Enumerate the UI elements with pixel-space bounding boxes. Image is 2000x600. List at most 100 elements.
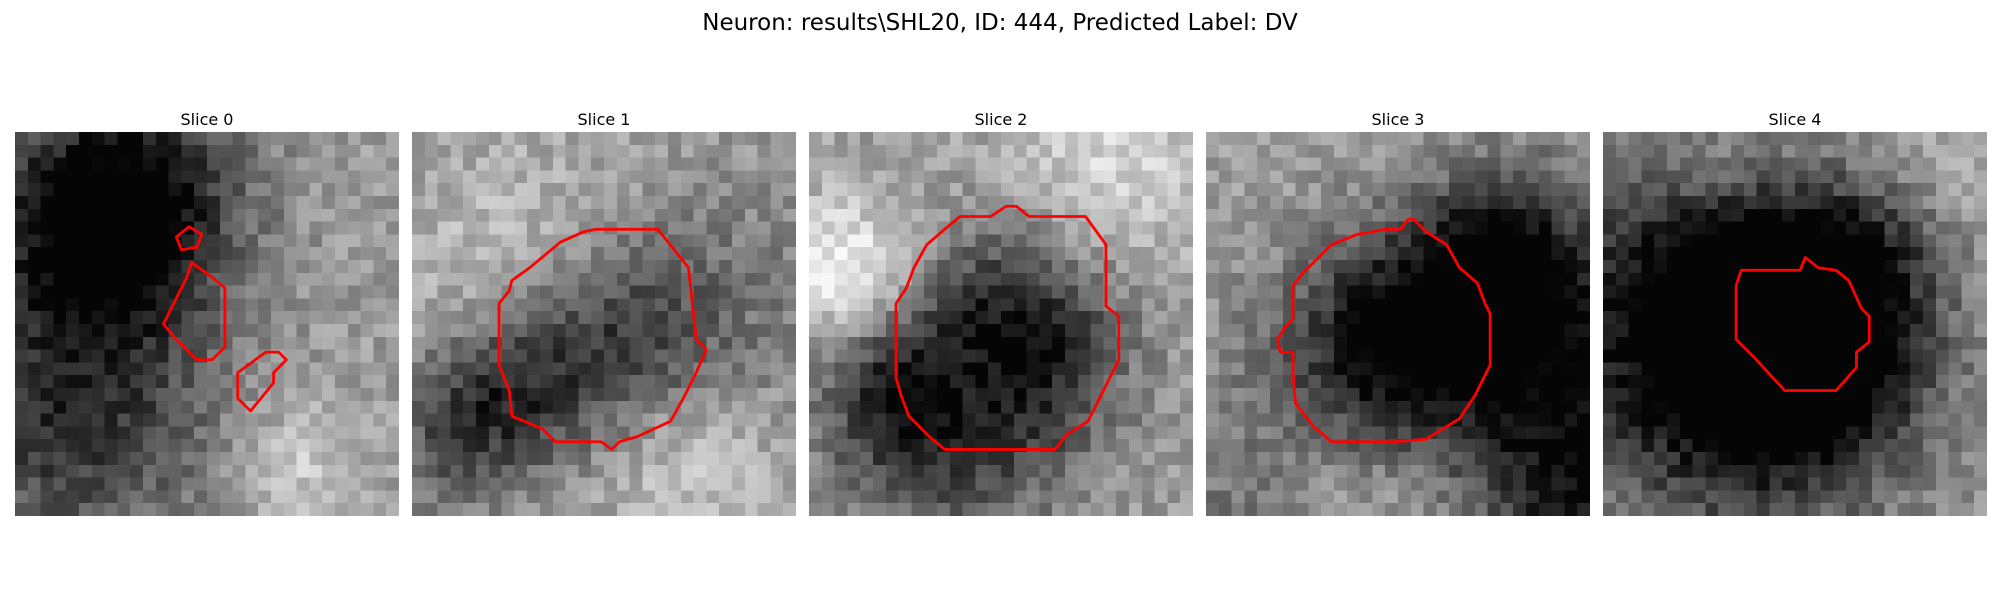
image-pixel xyxy=(1705,221,1719,235)
image-pixel xyxy=(1372,298,1386,312)
image-pixel xyxy=(1282,336,1296,350)
image-pixel xyxy=(143,324,157,338)
image-pixel xyxy=(1910,208,1924,222)
image-pixel xyxy=(1846,247,1860,261)
image-pixel xyxy=(1398,336,1412,350)
image-pixel xyxy=(668,260,682,274)
image-pixel xyxy=(1346,426,1360,440)
image-pixel xyxy=(1487,452,1501,466)
image-pixel xyxy=(1500,336,1514,350)
image-pixel xyxy=(1743,490,1757,504)
image-pixel xyxy=(463,208,477,222)
image-pixel xyxy=(1487,439,1501,453)
image-pixel xyxy=(1423,144,1437,158)
image-pixel xyxy=(1679,400,1693,414)
image-pixel xyxy=(1116,208,1130,222)
image-pixel xyxy=(1039,452,1053,466)
image-pixel xyxy=(373,272,387,286)
image-pixel xyxy=(1692,324,1706,338)
image-pixel xyxy=(706,362,720,376)
image-pixel xyxy=(1948,157,1962,171)
image-pixel xyxy=(143,490,157,504)
image-pixel xyxy=(1628,272,1642,286)
image-pixel xyxy=(245,196,259,210)
image-pixel xyxy=(1551,400,1565,414)
image-pixel xyxy=(924,452,938,466)
image-pixel xyxy=(1935,221,1949,235)
image-pixel xyxy=(898,298,912,312)
image-pixel xyxy=(1116,464,1130,478)
image-pixel xyxy=(450,170,464,184)
image-pixel xyxy=(1065,503,1079,516)
image-pixel xyxy=(1705,362,1719,376)
image-pixel xyxy=(783,311,796,325)
image-pixel xyxy=(693,452,707,466)
image-pixel xyxy=(514,426,528,440)
image-pixel xyxy=(194,157,208,171)
image-pixel xyxy=(117,196,131,210)
image-pixel xyxy=(373,336,387,350)
image-pixel xyxy=(1039,234,1053,248)
image-pixel xyxy=(975,144,989,158)
image-pixel xyxy=(770,464,784,478)
image-pixel xyxy=(898,234,912,248)
image-pixel xyxy=(1334,503,1348,516)
image-pixel xyxy=(1116,452,1130,466)
image-pixel xyxy=(1667,464,1681,478)
image-pixel xyxy=(117,298,131,312)
image-pixel xyxy=(1859,388,1873,402)
image-pixel xyxy=(1628,311,1642,325)
image-pixel xyxy=(719,170,733,184)
image-pixel xyxy=(770,388,784,402)
image-pixel xyxy=(1180,452,1193,466)
image-pixel xyxy=(988,234,1002,248)
image-pixel xyxy=(1628,375,1642,389)
image-pixel xyxy=(924,324,938,338)
image-pixel xyxy=(360,221,374,235)
image-pixel xyxy=(1974,388,1987,402)
image-pixel xyxy=(219,144,233,158)
image-pixel xyxy=(1935,157,1949,171)
image-pixel xyxy=(1141,426,1155,440)
image-pixel xyxy=(1206,426,1220,440)
image-pixel xyxy=(873,298,887,312)
image-pixel xyxy=(527,439,541,453)
image-pixel xyxy=(232,196,246,210)
image-pixel xyxy=(1538,234,1552,248)
image-pixel xyxy=(1346,247,1360,261)
image-pixel xyxy=(1487,285,1501,299)
image-pixel xyxy=(1116,477,1130,491)
image-pixel xyxy=(1257,362,1271,376)
image-pixel xyxy=(1935,426,1949,440)
image-pixel xyxy=(1308,336,1322,350)
image-pixel xyxy=(1308,388,1322,402)
image-pixel xyxy=(1807,477,1821,491)
image-pixel xyxy=(1935,464,1949,478)
image-pixel xyxy=(1731,400,1745,414)
image-pixel xyxy=(757,375,771,389)
image-pixel xyxy=(860,324,874,338)
image-pixel xyxy=(1846,157,1860,171)
image-pixel xyxy=(155,477,169,491)
image-pixel xyxy=(207,221,221,235)
image-pixel xyxy=(476,132,490,146)
image-pixel xyxy=(1167,196,1181,210)
image-pixel xyxy=(1026,362,1040,376)
image-pixel xyxy=(53,285,67,299)
image-pixel xyxy=(1077,349,1091,363)
image-pixel xyxy=(1154,170,1168,184)
image-pixel xyxy=(565,298,579,312)
image-pixel xyxy=(873,170,887,184)
image-pixel xyxy=(1359,272,1373,286)
image-pixel xyxy=(1295,324,1309,338)
image-pixel xyxy=(194,144,208,158)
image-pixel xyxy=(1449,311,1463,325)
image-pixel xyxy=(1065,324,1079,338)
image-pixel xyxy=(1654,490,1668,504)
image-pixel xyxy=(565,324,579,338)
image-pixel xyxy=(693,183,707,197)
image-pixel xyxy=(565,311,579,325)
image-pixel xyxy=(1449,285,1463,299)
image-pixel xyxy=(1705,298,1719,312)
image-pixel xyxy=(412,452,426,466)
